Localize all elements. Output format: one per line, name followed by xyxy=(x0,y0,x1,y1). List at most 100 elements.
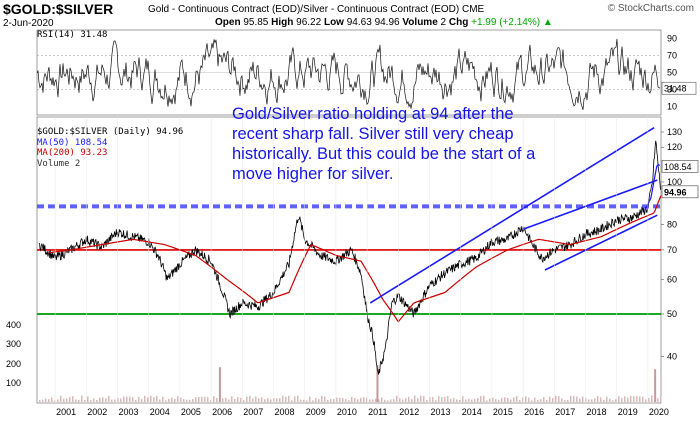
volume-bar xyxy=(183,399,185,402)
volume-bar xyxy=(504,397,506,402)
volume-bar xyxy=(333,399,335,402)
volume-bar xyxy=(435,400,437,402)
high-value: 96.22 xyxy=(296,17,322,28)
x-tick-label: 2009 xyxy=(306,407,326,417)
volume-bar xyxy=(201,396,203,402)
volume-bar xyxy=(156,395,158,402)
volume-bar xyxy=(222,398,224,402)
volume-bar xyxy=(597,396,599,402)
price-frame xyxy=(36,116,662,404)
volume-bar xyxy=(660,395,662,402)
chart-symbol: $GOLD:$SILVER xyxy=(3,1,114,17)
volume-bar xyxy=(309,396,311,402)
ma50-line xyxy=(644,163,661,211)
volume-bar xyxy=(432,397,434,402)
volume-bar xyxy=(87,396,89,402)
volume-bar xyxy=(564,400,566,402)
annotation-text: Gold/Silver ratio holding at 94 after th… xyxy=(232,105,536,183)
chart-date: 2-Jun-2020 xyxy=(3,18,54,29)
volume-bar xyxy=(288,395,290,402)
x-tick-label: 2013 xyxy=(430,407,450,417)
chg-value: +1.99 (+2.14%) xyxy=(471,17,541,28)
volume-bar xyxy=(141,399,143,402)
volume-bar xyxy=(513,397,515,402)
volume-bar xyxy=(264,399,266,402)
volume-bar xyxy=(216,397,218,402)
volume-bar xyxy=(204,396,206,402)
volume-bar xyxy=(54,400,56,402)
volume-bar xyxy=(546,399,548,402)
volume-bar xyxy=(444,396,446,402)
volume-bar xyxy=(624,396,626,402)
volume-bar xyxy=(255,396,257,402)
volume-bar xyxy=(376,365,379,402)
x-tick-label: 2007 xyxy=(243,407,263,417)
axes: 90 70 50 30 10 130 120 100 80 70 60 50 40 400 300 200 10… xyxy=(6,34,682,418)
rsi-panel: 31.48 xyxy=(36,29,697,116)
volume-bar xyxy=(132,397,134,402)
rsi-value-tag: 31.48 xyxy=(661,81,697,95)
rsi-label: RSI(14) 31.48 xyxy=(37,30,108,40)
volume-bar xyxy=(177,396,179,402)
volume-bar xyxy=(168,398,170,402)
volume-bar xyxy=(273,398,275,402)
volume-bar xyxy=(510,399,512,402)
volume-bar xyxy=(537,399,539,402)
volume-bar xyxy=(450,398,452,402)
low-label: Low xyxy=(323,17,344,28)
volume-bar xyxy=(218,367,221,402)
volume-bar xyxy=(555,395,557,402)
volume-bar xyxy=(459,399,461,402)
rsi-tick-label: 90 xyxy=(667,34,677,44)
volume-bar xyxy=(495,399,497,402)
volume-bar xyxy=(198,396,200,402)
volume-bar xyxy=(447,395,449,402)
volume-bar xyxy=(252,398,254,402)
volume-bar xyxy=(210,399,212,402)
volume-bar xyxy=(411,399,413,402)
x-tick-label: 2014 xyxy=(462,407,482,417)
x-tick-label: 2015 xyxy=(493,407,513,417)
volume-bar xyxy=(108,395,110,402)
volume-bar xyxy=(384,399,386,402)
lower-trend-line xyxy=(544,214,658,271)
volume-bar xyxy=(399,398,401,402)
volume-bar xyxy=(75,399,77,402)
volume-bar xyxy=(594,398,596,402)
volume-bar xyxy=(240,397,242,402)
volume-bar xyxy=(336,397,338,402)
volume-bar xyxy=(654,369,657,402)
volume-bar xyxy=(93,398,95,402)
volume-bar xyxy=(591,399,593,402)
chart-subtitle: Gold - Continuous Contract (EOD)/Silver … xyxy=(148,4,485,15)
volume-bar xyxy=(627,397,629,402)
price-line xyxy=(39,140,661,375)
volume-bar xyxy=(486,400,488,402)
volume-bar xyxy=(456,399,458,402)
x-tick-label: 2002 xyxy=(87,407,107,417)
volume-bar xyxy=(138,396,140,402)
x-tick-label: 2020 xyxy=(649,407,669,417)
volume-bar xyxy=(96,399,98,402)
volume-bar xyxy=(339,397,341,402)
volume-bar xyxy=(579,398,581,402)
chart-legend: $GOLD:$SILVER (Daily) 94.96 MA(50) 108.5… xyxy=(37,127,183,169)
open-label: Open xyxy=(215,17,241,28)
rsi-tick-label: 30 xyxy=(667,85,677,95)
x-tick-label: 2008 xyxy=(274,407,294,417)
volume-bar xyxy=(642,396,644,402)
chg-up-arrow-icon: ▲ xyxy=(542,17,553,28)
rsi-line xyxy=(36,38,661,110)
volume-bar xyxy=(534,397,536,402)
volume-bar xyxy=(213,396,215,402)
volume-bar xyxy=(123,396,125,402)
volume-bar xyxy=(522,397,524,402)
volume-bar xyxy=(453,397,455,402)
volume-bar xyxy=(570,395,572,402)
volume-bar xyxy=(297,395,299,402)
volume-bar xyxy=(471,399,473,402)
volume-bar xyxy=(342,398,344,402)
volume-bar xyxy=(357,399,359,402)
upper-trend-line xyxy=(369,126,655,304)
right-tick-label: 80 xyxy=(667,219,677,229)
